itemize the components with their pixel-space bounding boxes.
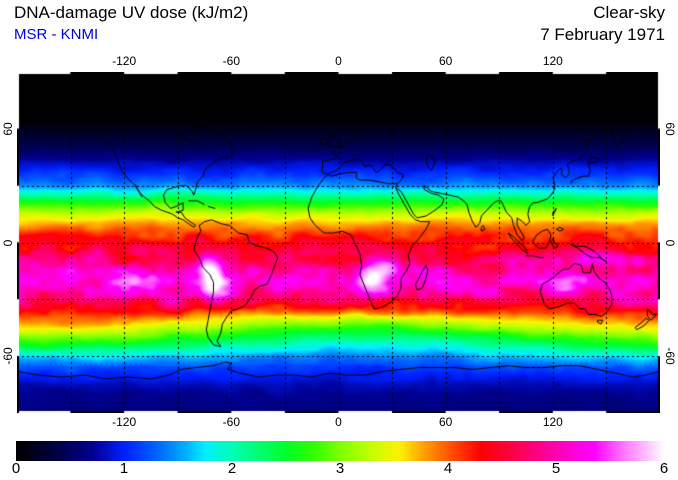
colorbar-tick-label: 3 (335, 460, 345, 477)
date-label: 7 February 1971 (540, 25, 665, 44)
lon-tick-label-top: 60 (438, 54, 453, 68)
lon-tick-label-bottom: 60 (438, 415, 453, 429)
lon-tick-label-bottom: 0 (335, 415, 342, 429)
lat-tick-label-right: 0 (663, 239, 677, 246)
lat-tick-label-left: -60 (1, 347, 15, 365)
world-map-canvas (17, 72, 660, 413)
lat-tick-label-right: -60 (663, 347, 677, 365)
colorbar-canvas (16, 441, 664, 461)
lon-tick-label-bottom: -60 (222, 415, 240, 429)
colorbar-tick-label: 6 (659, 460, 669, 477)
lon-tick-label-top: -60 (222, 54, 240, 68)
lon-tick-label-top: 120 (542, 54, 563, 68)
lat-tick-label-left: 0 (1, 239, 15, 246)
condition-label: Clear-sky (593, 3, 665, 22)
colorbar-tick-label: 4 (443, 460, 453, 477)
page-title: DNA-damage UV dose (kJ/m2) (14, 3, 249, 22)
colorbar-tick-label: 1 (119, 460, 129, 477)
lat-tick-label-right: 60 (663, 122, 677, 136)
subtitle-msr-knmi: MSR - KNMI (14, 26, 99, 43)
colorbar-tick-label: 2 (227, 460, 237, 477)
colorbar-tick-label: 0 (11, 460, 21, 477)
lon-tick-label-top: -120 (112, 54, 137, 68)
lat-tick-label-left: 60 (1, 122, 15, 136)
colorbar-tick-label: 5 (551, 460, 561, 477)
lon-tick-label-top: 0 (335, 54, 342, 68)
lon-tick-label-bottom: 120 (542, 415, 563, 429)
lon-tick-label-bottom: -120 (112, 415, 137, 429)
